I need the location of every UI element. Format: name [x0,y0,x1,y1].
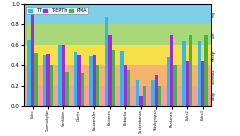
Bar [27,40,31,106]
Bar [24,86,211,106]
Bar [24,65,211,86]
Bar [158,86,161,106]
Bar [198,41,201,106]
Bar [77,55,81,106]
Text: Måttligt: Måttligt [212,49,216,61]
Bar [143,86,146,106]
Text: Hög: Hög [212,11,216,17]
Bar [24,4,211,24]
Bar [112,50,115,106]
Bar [120,51,124,106]
Bar [93,55,96,106]
Text: Gott: Gott [212,32,216,38]
Bar [24,24,211,45]
Bar [155,75,158,106]
Bar [108,35,112,106]
Bar [24,45,211,65]
Bar [96,65,100,106]
Bar [89,56,93,106]
Bar [65,72,69,106]
Bar [139,96,143,106]
Bar [186,61,189,106]
Bar [24,45,211,65]
Bar [124,65,127,106]
Bar [34,53,38,106]
Bar [62,45,65,106]
Bar [31,11,34,106]
Text: Dåligt: Dåligt [212,91,216,100]
Bar [170,35,174,106]
Bar [43,55,46,106]
Bar [182,41,186,106]
Bar [81,73,84,106]
Bar [127,70,131,106]
Bar [174,65,177,106]
Bar [204,35,208,106]
Bar [74,52,77,106]
Bar [151,80,155,106]
Bar [24,86,211,106]
Bar [24,65,211,86]
Bar [105,17,108,106]
Legend: TT, T-EPTh, PMA: TT, T-EPTh, PMA [26,7,88,14]
Bar [58,45,62,106]
Bar [46,54,50,106]
Bar [50,65,53,106]
Bar [167,57,170,106]
Bar [24,4,211,24]
Bar [189,35,192,106]
Bar [24,24,211,45]
Bar [201,61,204,106]
Bar [136,80,139,106]
Text: Otillfredss.: Otillfredss. [212,67,216,84]
